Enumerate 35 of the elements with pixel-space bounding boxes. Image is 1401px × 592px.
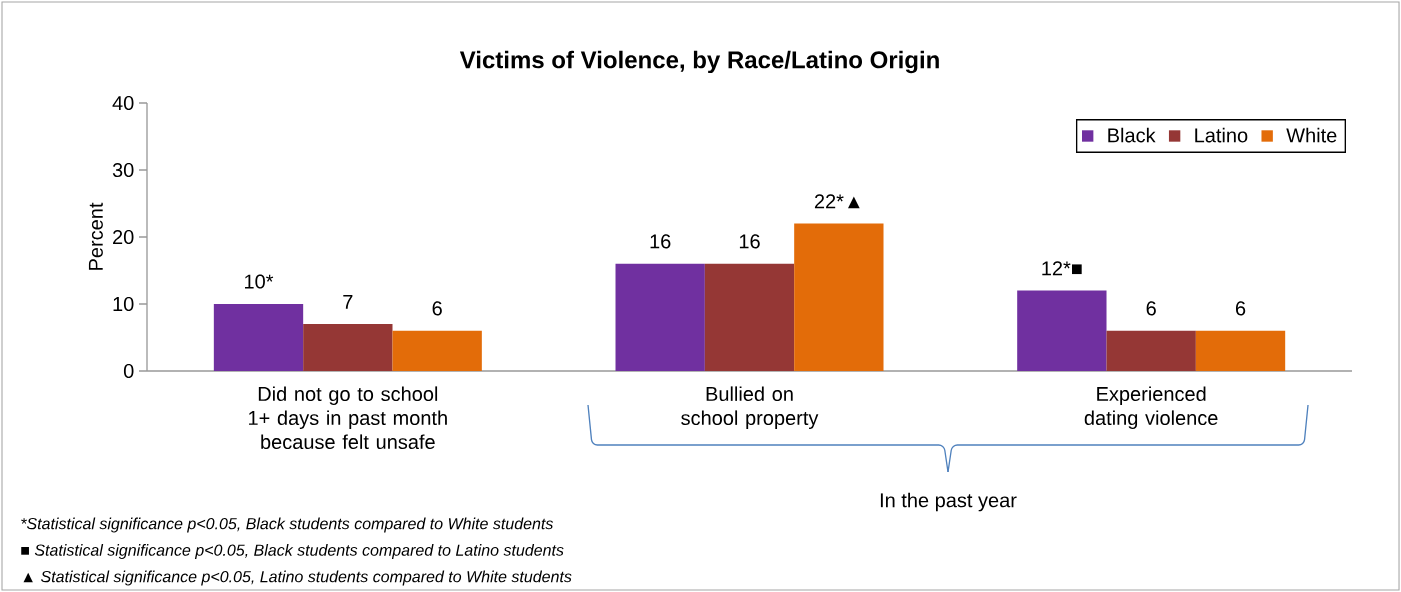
x-tick-label: Bullied on school property: [681, 386, 819, 430]
chart-title: Victims of Violence, by Race/Latino Origin: [459, 50, 939, 74]
data-label: 16: [650, 234, 671, 249]
legend-label: Latino: [1195, 127, 1248, 143]
text: ▲ Statistical significance p<0.05, Latino students compared to White students: [23, 570, 572, 586]
legend-label: Black: [1108, 127, 1156, 143]
bar: [615, 263, 705, 371]
bar: [213, 304, 304, 371]
bar: [303, 324, 393, 371]
y-tick-label: 20: [113, 229, 134, 245]
data-label: 12*■: [1042, 261, 1082, 276]
y-tick-label: 30: [112, 162, 134, 178]
data-label: 10*: [245, 274, 274, 289]
x-tick-label: Experienced dating violence: [1084, 386, 1218, 430]
x-tick-label: Did not go to school 1+ days in past month because felt unsafe: [249, 386, 447, 450]
data-label: 6: [1146, 301, 1156, 316]
bar: [1195, 330, 1286, 371]
text: *Statistical significance p<0.05, Black students compared to White students: [21, 517, 554, 533]
data-label: 16: [739, 234, 760, 249]
y-tick-label: 0: [123, 363, 134, 379]
bar: [392, 330, 482, 371]
text: In the past year: [880, 492, 1017, 512]
data-label: 22*▲: [814, 194, 860, 209]
bar: [704, 263, 795, 371]
y-tick-label: 40: [112, 95, 134, 111]
data-label: 6: [1235, 301, 1246, 316]
text: ■ Statistical significance p<0.05, Black students compared to Latino students: [21, 544, 564, 559]
legend-label: White: [1286, 127, 1337, 143]
data-label: 6: [432, 301, 442, 316]
y-axis-title: Percent: [88, 202, 103, 270]
bar: [1017, 290, 1107, 371]
bar: [1106, 330, 1196, 371]
bar: [794, 223, 884, 371]
data-label: 7: [343, 294, 353, 309]
y-tick-label: 10: [113, 296, 134, 312]
